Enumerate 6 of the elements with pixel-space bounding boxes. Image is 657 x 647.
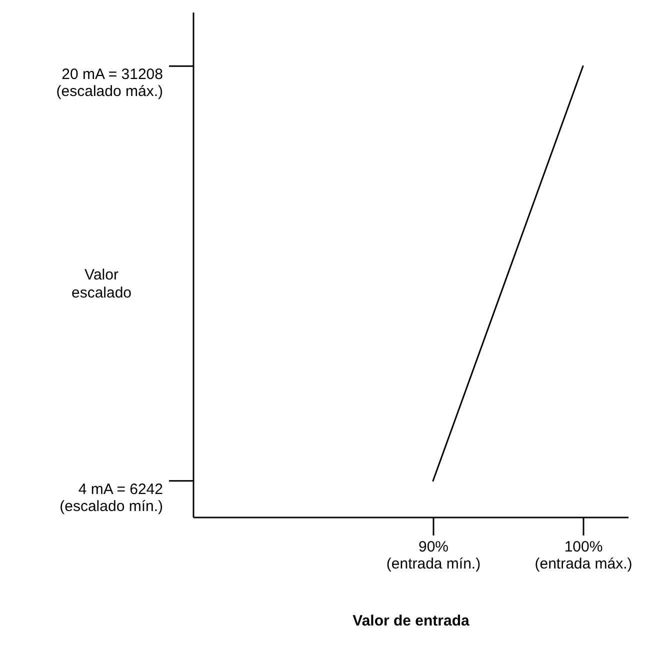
- x-tick-label: 90% (entrada mín.): [386, 538, 481, 572]
- x-tick-label: 100% (entrada máx.): [534, 538, 632, 572]
- y-axis-title: Valor escalado: [71, 266, 132, 302]
- x-axis-title: Valor de entrada: [352, 612, 470, 630]
- text: 20 mA = 31208 (escalado máx.): [56, 66, 163, 100]
- text: 4 mA = 6242 (escalado mín.): [60, 480, 164, 515]
